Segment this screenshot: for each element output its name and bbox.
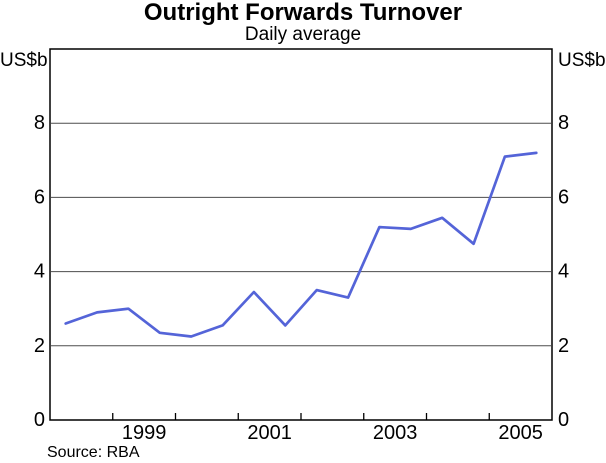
x-axis-label: 2001 bbox=[247, 422, 292, 444]
y-axis-unit-left: US$b bbox=[0, 50, 48, 71]
y-axis-label-right: 8 bbox=[558, 112, 569, 134]
y-axis-unit-right: US$b bbox=[558, 50, 606, 71]
plot-border bbox=[49, 48, 553, 421]
y-axis-label-left: 6 bbox=[34, 186, 45, 208]
y-axis-label-right: 4 bbox=[558, 261, 569, 283]
y-axis-label-right: 0 bbox=[558, 409, 569, 431]
chart-title: Outright Forwards Turnover bbox=[143, 0, 463, 26]
x-axis-label: 2005 bbox=[498, 422, 543, 444]
y-axis-label-left: 4 bbox=[34, 261, 45, 283]
y-axis-label-left: 2 bbox=[34, 335, 45, 357]
y-axis-label-left: 8 bbox=[34, 112, 45, 134]
y-axis-label-right: 6 bbox=[558, 186, 569, 208]
data-line-series bbox=[64, 151, 538, 338]
y-axis-label-left: 0 bbox=[34, 409, 45, 431]
source-note: Source: RBA bbox=[47, 444, 140, 461]
y-axis-label-right: 2 bbox=[558, 335, 569, 357]
x-axis-label: 1999 bbox=[122, 422, 167, 444]
x-axis-label: 2003 bbox=[373, 422, 418, 444]
chart-subtitle: Daily average bbox=[244, 24, 362, 45]
